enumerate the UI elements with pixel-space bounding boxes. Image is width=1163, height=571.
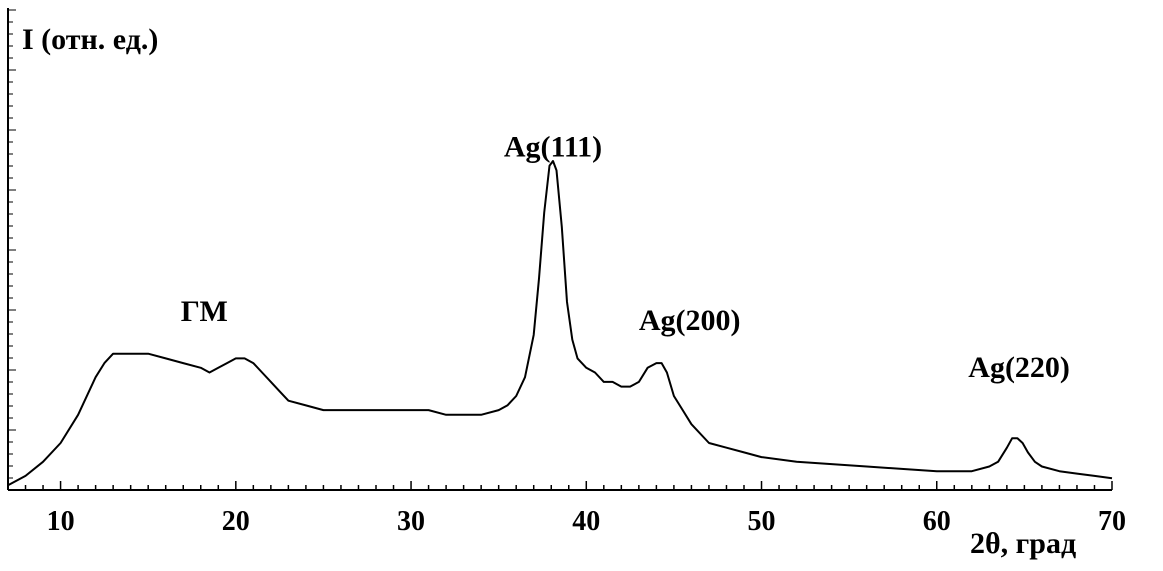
x-tick-labels: 10 20 30 40 50 60 70 <box>47 506 1126 537</box>
y-axis-title: I (отн. ед.) <box>22 23 158 56</box>
peak-label: Ag(111) <box>504 130 602 163</box>
peak-label: Ag(220) <box>968 351 1070 384</box>
x-tick-label: 60 <box>923 506 951 537</box>
x-axis <box>7 481 1113 491</box>
series-line-0 <box>7 160 1113 487</box>
x-tick-label: 30 <box>397 506 425 537</box>
peak-label: ГМ <box>181 295 228 328</box>
y-axis <box>7 8 16 491</box>
x-tick-label: 40 <box>572 506 600 537</box>
x-tick-label: 20 <box>222 506 250 537</box>
peak-annotations: ГМ Ag(111) Ag(200) Ag(220) <box>181 130 1070 384</box>
x-tick-label: 50 <box>748 506 776 537</box>
peak-label: Ag(200) <box>639 304 741 337</box>
x-axis-title: 2θ, град <box>970 527 1076 560</box>
x-tick-label: 70 <box>1098 506 1126 537</box>
x-tick-label: 10 <box>47 506 75 537</box>
